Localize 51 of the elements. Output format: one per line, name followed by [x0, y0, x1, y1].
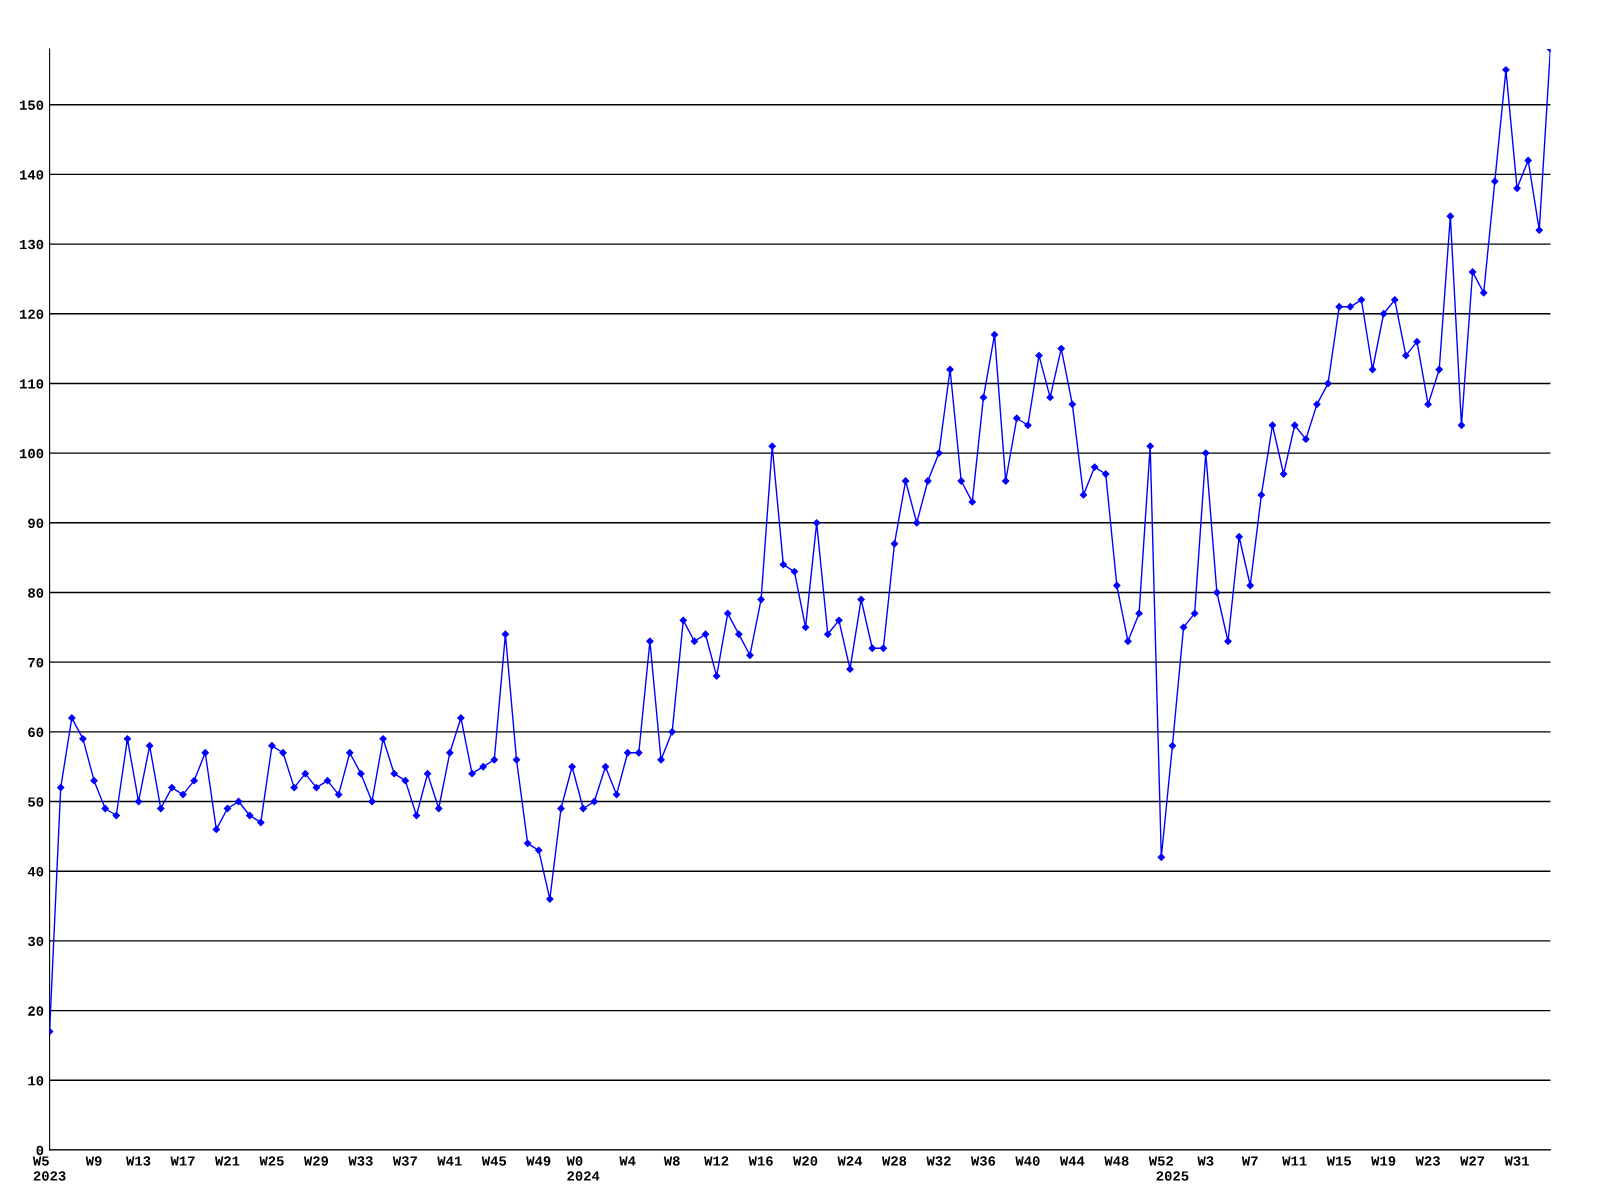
y-tick-label: 30 [28, 936, 44, 947]
x-tick-label: W27 [1460, 1156, 1485, 1166]
x-tick-label: W19 [1371, 1156, 1396, 1166]
y-tick-label: 60 [28, 727, 44, 738]
x-tick-label: W45 [481, 1156, 507, 1166]
x-tick-label: W3 [1197, 1156, 1214, 1166]
x-tick-label: W17 [170, 1156, 195, 1166]
x-tick-label: W0 2024 [566, 1156, 600, 1181]
x-tick-label: W31 [1504, 1156, 1529, 1166]
x-tick-label: W52 [1148, 1156, 1173, 1166]
y-tick-label: 100 [19, 448, 44, 459]
x-tick-label: W33 [348, 1156, 373, 1166]
y-tick-label: 120 [19, 309, 44, 319]
x-tick-label: W49 [526, 1156, 551, 1166]
x-tick-label: W44 [1059, 1156, 1085, 1166]
x-tick-label: W40 [1015, 1156, 1040, 1166]
x-tick-label: W16 [748, 1156, 773, 1166]
x-tick-label: W11 [1282, 1156, 1307, 1166]
x-tick-label: W25 [259, 1156, 284, 1166]
y-tick-label: 110 [19, 379, 44, 389]
x-tick-label: W7 [1241, 1156, 1258, 1166]
x-tick-label: 2025 [1156, 1171, 1189, 1181]
x-tick-label: W12 [704, 1156, 729, 1166]
y-tick-label: 130 [19, 239, 44, 250]
y-tick-label: 70 [28, 657, 44, 668]
x-tick-label: W15 [1326, 1156, 1351, 1166]
x-tick-label: W24 [837, 1156, 863, 1166]
x-tick-label: W5 2023 [32, 1156, 66, 1181]
x-tick-label: W9 [85, 1156, 102, 1166]
x-tick-label: W32 [926, 1156, 951, 1166]
x-tick-label: W28 [881, 1156, 907, 1166]
x-tick-label: W20 [793, 1156, 818, 1166]
x-tick-label: W4 [619, 1156, 636, 1166]
x-tick-label: W48 [1104, 1156, 1129, 1166]
y-tick-label: 90 [28, 518, 44, 528]
y-tick-label: 0 [36, 1145, 44, 1156]
x-tick-label: W29 [303, 1156, 329, 1166]
y-tick-label: 50 [28, 797, 44, 807]
x-tick-label: W13 [126, 1156, 151, 1166]
x-tick-label: W8 [663, 1156, 680, 1166]
x-tick-label: W36 [970, 1156, 996, 1166]
x-tick-label: W37 [392, 1156, 417, 1166]
x-tick-label: W21 [214, 1156, 240, 1166]
x-tick-label: W23 [1415, 1156, 1440, 1166]
y-tick-label: 10 [28, 1076, 44, 1086]
y-tick-label: 80 [28, 588, 44, 598]
y-tick-label: 20 [28, 1006, 44, 1016]
y-tick-label: 150 [19, 100, 44, 110]
x-tick-label: W41 [437, 1156, 462, 1166]
y-tick-label: 140 [19, 170, 44, 180]
y-tick-label: 40 [27, 866, 44, 877]
